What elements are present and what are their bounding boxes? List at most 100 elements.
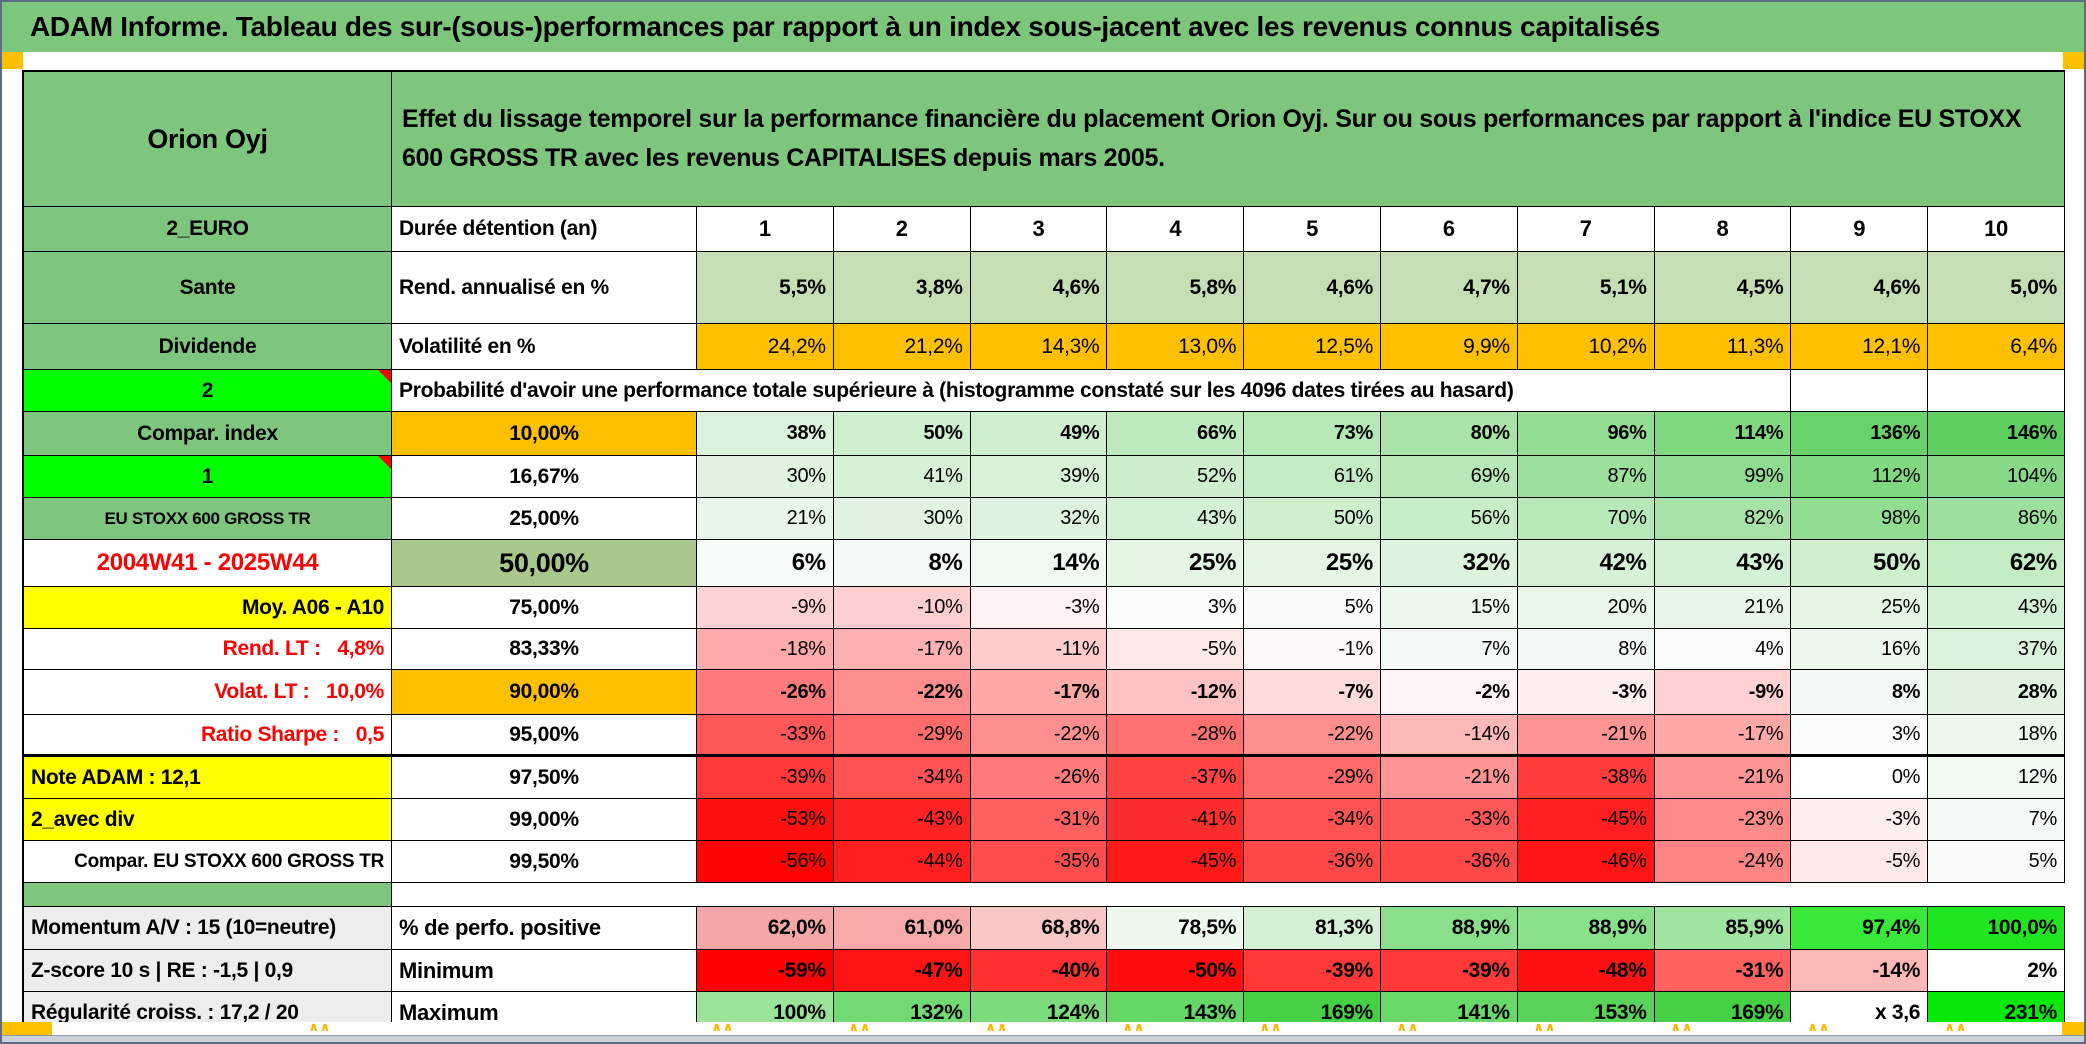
data-cell[interactable]: 50% xyxy=(1791,540,1929,587)
data-cell[interactable]: -23% xyxy=(1654,799,1792,841)
data-cell[interactable]: 78,5% xyxy=(1107,907,1245,950)
data-cell[interactable]: 8% xyxy=(1517,629,1655,670)
data-cell[interactable]: 42% xyxy=(1517,540,1655,587)
data-cell[interactable]: 3 xyxy=(970,207,1108,252)
data-cell[interactable]: -21% xyxy=(1380,757,1518,799)
data-cell[interactable]: 87% xyxy=(1517,456,1655,498)
data-cell[interactable]: 96% xyxy=(1517,412,1655,456)
data-cell[interactable]: 4 xyxy=(1107,207,1245,252)
row-header-cell[interactable]: 16,67% xyxy=(392,456,697,498)
row-label-cell[interactable]: EU STOXX 600 GROSS TR xyxy=(24,498,392,540)
data-cell[interactable]: -5% xyxy=(1107,629,1245,670)
data-cell[interactable]: 32% xyxy=(970,498,1108,540)
data-cell[interactable]: 70% xyxy=(1517,498,1655,540)
data-cell[interactable]: 2% xyxy=(1928,950,2065,992)
row-label-cell[interactable]: 2 xyxy=(24,370,392,412)
data-cell[interactable]: 12% xyxy=(1928,757,2065,799)
data-cell[interactable]: 6 xyxy=(1380,207,1518,252)
gap-cell[interactable] xyxy=(392,883,2065,907)
data-cell[interactable]: 112% xyxy=(1791,456,1929,498)
data-cell[interactable]: 43% xyxy=(1654,540,1792,587)
row-header-cell[interactable]: 90,00% xyxy=(392,670,697,715)
data-cell[interactable]: -14% xyxy=(1791,950,1929,992)
data-cell[interactable]: 68,8% xyxy=(970,907,1108,950)
row-header-cell[interactable]: Volatilité en % xyxy=(392,324,697,370)
row-label-cell[interactable]: Volat. LT : 10,0% xyxy=(24,670,392,715)
data-cell[interactable]: 4,5% xyxy=(1654,252,1792,324)
data-cell[interactable]: -34% xyxy=(1244,799,1381,841)
row-label-cell[interactable]: Dividende xyxy=(24,324,392,370)
data-cell[interactable]: -40% xyxy=(970,950,1108,992)
data-cell[interactable]: 9 xyxy=(1791,207,1929,252)
data-cell[interactable]: 82% xyxy=(1654,498,1792,540)
data-cell[interactable]: 43% xyxy=(1928,587,2065,629)
data-cell[interactable]: -45% xyxy=(1517,799,1655,841)
data-cell[interactable]: 100,0% xyxy=(1928,907,2065,950)
data-cell[interactable]: 10 xyxy=(1928,207,2065,252)
data-cell[interactable]: -18% xyxy=(697,629,834,670)
data-cell[interactable]: 81,3% xyxy=(1244,907,1381,950)
row-label-cell[interactable]: Rend. LT : 4,8% xyxy=(24,629,392,670)
data-cell[interactable]: 21% xyxy=(1654,587,1792,629)
data-cell[interactable]: -17% xyxy=(970,670,1108,715)
data-cell[interactable]: 15% xyxy=(1380,587,1518,629)
data-cell[interactable]: 21,2% xyxy=(833,324,971,370)
data-cell[interactable]: -22% xyxy=(970,715,1108,757)
data-cell[interactable]: 86% xyxy=(1928,498,2065,540)
data-cell[interactable]: -33% xyxy=(1380,799,1518,841)
data-cell[interactable]: 62% xyxy=(1928,540,2065,587)
data-cell[interactable]: -37% xyxy=(1107,757,1245,799)
data-cell[interactable]: 10,2% xyxy=(1517,324,1655,370)
data-cell[interactable]: 8 xyxy=(1654,207,1792,252)
data-cell[interactable]: 0% xyxy=(1791,757,1929,799)
data-cell[interactable]: -5% xyxy=(1791,841,1929,883)
data-cell[interactable]: 25% xyxy=(1791,587,1929,629)
data-cell[interactable]: 30% xyxy=(833,498,971,540)
data-cell[interactable]: 41% xyxy=(833,456,971,498)
data-cell[interactable]: -56% xyxy=(697,841,834,883)
data-cell[interactable]: 69% xyxy=(1380,456,1518,498)
corner-cell[interactable]: Orion Oyj xyxy=(24,72,392,207)
data-cell[interactable]: 14% xyxy=(970,540,1108,587)
data-cell[interactable]: 25% xyxy=(1107,540,1245,587)
data-cell[interactable]: 24,2% xyxy=(697,324,834,370)
row-header-cell[interactable]: 99,50% xyxy=(392,841,697,883)
data-cell[interactable]: -3% xyxy=(1517,670,1655,715)
data-cell[interactable]: -3% xyxy=(1791,799,1929,841)
data-cell[interactable]: 5,5% xyxy=(697,252,834,324)
data-cell[interactable]: -34% xyxy=(833,757,971,799)
data-cell[interactable]: -1% xyxy=(1244,629,1381,670)
data-cell[interactable]: 16% xyxy=(1791,629,1929,670)
data-cell[interactable]: 146% xyxy=(1928,412,2065,456)
data-cell[interactable]: 80% xyxy=(1380,412,1518,456)
data-cell[interactable]: 28% xyxy=(1928,670,2065,715)
data-cell[interactable]: 97,4% xyxy=(1791,907,1929,950)
data-cell[interactable]: -33% xyxy=(697,715,834,757)
row-label-cell[interactable]: 2_avec div xyxy=(24,799,392,841)
data-cell[interactable]: 20% xyxy=(1517,587,1655,629)
data-cell[interactable]: 5,1% xyxy=(1517,252,1655,324)
data-cell[interactable]: 1 xyxy=(697,207,834,252)
data-cell[interactable]: -39% xyxy=(1244,950,1381,992)
data-cell[interactable]: 12,1% xyxy=(1791,324,1929,370)
data-cell[interactable]: -38% xyxy=(1517,757,1655,799)
data-cell[interactable]: 6% xyxy=(697,540,834,587)
row-header-cell[interactable]: 99,00% xyxy=(392,799,697,841)
data-cell[interactable]: -53% xyxy=(697,799,834,841)
data-cell[interactable]: 21% xyxy=(697,498,834,540)
data-cell[interactable]: -11% xyxy=(970,629,1108,670)
data-cell[interactable]: -31% xyxy=(970,799,1108,841)
data-cell[interactable]: 32% xyxy=(1380,540,1518,587)
data-cell[interactable]: 61% xyxy=(1244,456,1381,498)
data-cell[interactable]: -21% xyxy=(1517,715,1655,757)
data-cell[interactable]: 136% xyxy=(1791,412,1929,456)
data-cell[interactable]: -7% xyxy=(1244,670,1381,715)
data-cell[interactable]: -22% xyxy=(833,670,971,715)
row-label-cell[interactable]: Note ADAM : 12,1 xyxy=(24,757,392,799)
data-cell[interactable]: 2 xyxy=(833,207,971,252)
data-cell[interactable]: -21% xyxy=(1654,757,1792,799)
data-cell[interactable]: -44% xyxy=(833,841,971,883)
data-cell[interactable]: 9,9% xyxy=(1380,324,1518,370)
row-header-cell[interactable]: 25,00% xyxy=(392,498,697,540)
data-cell[interactable]: -10% xyxy=(833,587,971,629)
